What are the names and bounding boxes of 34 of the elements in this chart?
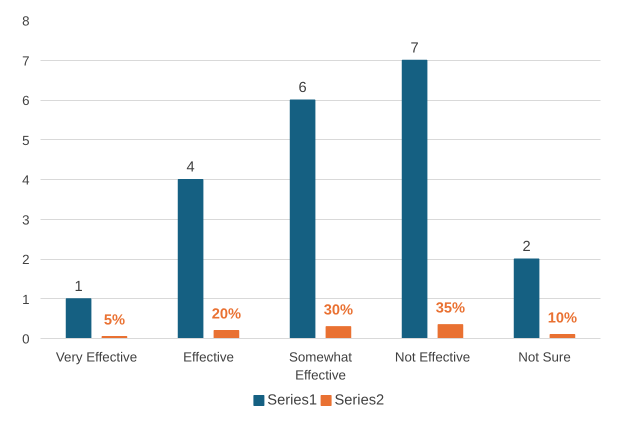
data-label: 6 [298,80,307,96]
y-tick-label: 3 [22,212,30,228]
legend-label: Series2 [334,392,384,408]
y-tick-label: 2 [22,252,30,267]
bar [66,298,92,338]
x-tick-label: Effective [183,350,234,364]
x-tick-label: Very Effective [56,350,138,364]
data-label: 4 [186,160,195,176]
legend-label: Series1 [267,392,318,408]
bar [402,60,428,338]
data-label: 1 [74,278,83,295]
x-tick-label: Not Effective [394,350,470,364]
bar [290,100,316,338]
y-tick-label: 6 [22,93,30,108]
data-label: 10% [548,310,578,327]
bar [514,258,540,338]
data-label: 30% [324,302,354,319]
data-label: 35% [436,300,466,317]
x-tick-label: Somewhat Effective [289,350,352,382]
data-label: 2 [522,239,531,255]
bar [178,179,204,338]
data-label: 20% [212,306,242,323]
y-tick-label: 4 [22,172,30,188]
y-tick-label: 0 [22,332,30,346]
x-tick-label: Not Sure [518,350,571,364]
y-tick-label: 8 [22,14,30,28]
y-tick-label: 1 [22,292,30,307]
bar [326,326,352,338]
data-label: 5% [104,312,126,329]
y-tick-label: 5 [22,132,30,148]
data-label: 7 [410,40,419,56]
bar [214,330,240,338]
y-tick-label: 7 [22,53,30,68]
bar [438,324,464,338]
